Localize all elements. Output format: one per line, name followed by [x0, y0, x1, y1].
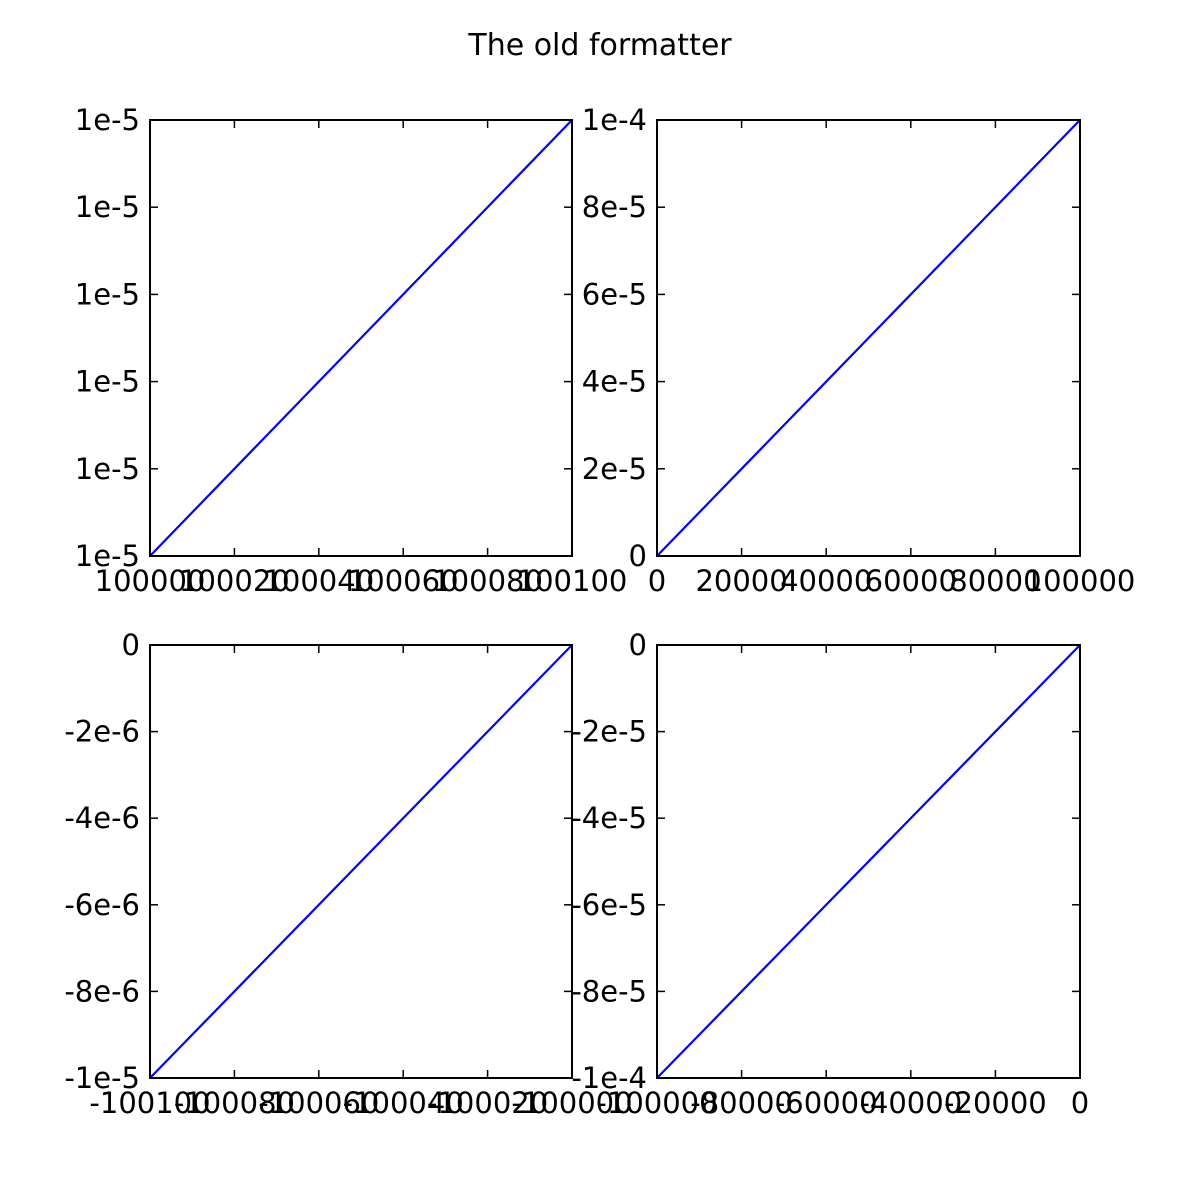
y-tick-label: -4e-6	[64, 801, 140, 835]
x-tick-label: 0	[1071, 1086, 1089, 1120]
y-tick-label: 6e-5	[582, 277, 647, 311]
x-tick-label: 100080	[432, 564, 543, 598]
data-line	[656, 644, 1081, 1079]
x-tick-label: -80000	[690, 1086, 793, 1120]
x-tick-label: -20000	[944, 1086, 1047, 1120]
y-tick-label: 0	[122, 628, 140, 662]
axes-frame	[656, 644, 1081, 1079]
x-tick-label: 20000	[695, 564, 787, 598]
x-tick-label: -60000	[775, 1086, 878, 1120]
data-line	[149, 119, 573, 557]
x-tick-label: -40000	[859, 1086, 962, 1120]
x-tick-label: 100000	[95, 564, 206, 598]
y-tick-label: 8e-5	[582, 190, 647, 224]
y-tick-label: 1e-5	[75, 277, 140, 311]
y-tick-label: 1e-5	[75, 190, 140, 224]
axes-frame	[149, 119, 573, 557]
x-tick-label: -100040	[343, 1086, 464, 1120]
y-tick-label: -6e-6	[64, 888, 140, 922]
figure-title: The old formatter	[467, 28, 732, 63]
y-tick-label: -4e-5	[571, 801, 647, 835]
x-tick-label: 100000	[1025, 564, 1136, 598]
y-tick-label: -2e-6	[64, 715, 140, 749]
y-tick-label: 1e-4	[582, 103, 647, 137]
x-tick-label: 100040	[263, 564, 374, 598]
y-tick-label: 1e-5	[75, 452, 140, 486]
x-tick-label: -100100	[89, 1086, 210, 1120]
x-tick-label: -100080	[174, 1086, 295, 1120]
y-tick-label: -8e-5	[571, 974, 647, 1008]
data-line	[656, 119, 1081, 557]
y-tick-label: 0	[629, 539, 647, 573]
axes-frame	[149, 644, 573, 1079]
x-tick-label: 100060	[348, 564, 459, 598]
y-tick-label: 1e-5	[75, 103, 140, 137]
x-tick-label: 40000	[780, 564, 872, 598]
data-line	[149, 644, 573, 1079]
y-tick-label: 1e-5	[75, 365, 140, 399]
y-tick-label: 4e-5	[582, 365, 647, 399]
x-tick-label: 100100	[517, 564, 628, 598]
x-tick-label: 0	[648, 564, 666, 598]
x-tick-label: 100020	[179, 564, 290, 598]
y-tick-label: 1e-5	[75, 539, 140, 573]
y-tick-label: -8e-6	[64, 974, 140, 1008]
x-tick-label: -100060	[258, 1086, 379, 1120]
x-tick-label: -100000	[511, 1086, 632, 1120]
x-tick-label: -100020	[427, 1086, 548, 1120]
y-tick-label: 2e-5	[582, 452, 647, 486]
y-tick-label: -1e-4	[571, 1061, 647, 1095]
x-tick-label: 60000	[865, 564, 957, 598]
y-tick-label: -1e-5	[64, 1061, 140, 1095]
y-tick-label: 0	[629, 628, 647, 662]
y-tick-label: -2e-5	[571, 715, 647, 749]
x-tick-label: 80000	[949, 564, 1041, 598]
y-tick-label: -6e-5	[571, 888, 647, 922]
x-tick-label: -100000	[596, 1086, 717, 1120]
axes-frame	[656, 119, 1081, 557]
